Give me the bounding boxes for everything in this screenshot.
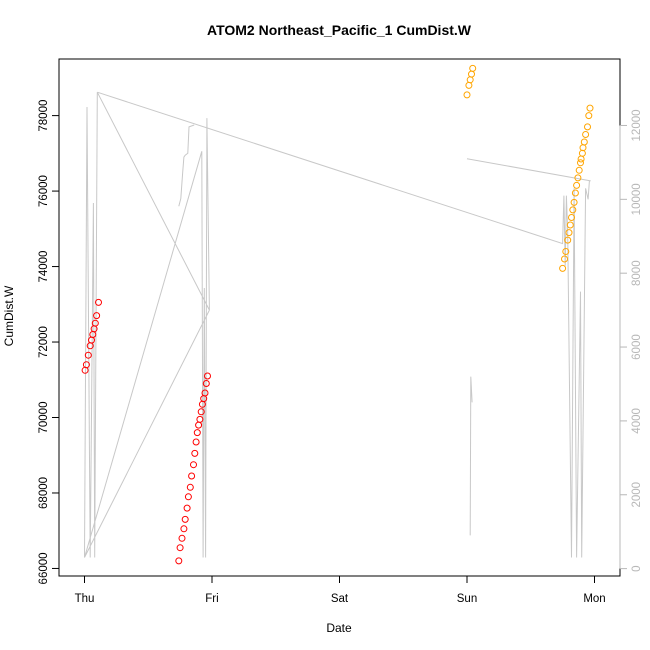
x-axis-label: Date xyxy=(326,621,352,635)
data-point xyxy=(578,149,586,157)
y-tick-label: 74000 xyxy=(38,251,50,283)
data-point xyxy=(175,557,183,565)
data-point xyxy=(469,64,477,72)
plot-frame xyxy=(58,58,621,577)
data-point xyxy=(186,483,194,491)
y2-tick-label: 6000 xyxy=(631,334,643,360)
data-point xyxy=(89,331,97,338)
data-point xyxy=(176,544,184,552)
data-point xyxy=(84,351,92,359)
data-point xyxy=(575,166,583,174)
y2-tick-label: 0 xyxy=(631,565,643,571)
data-point xyxy=(178,534,186,542)
data-point xyxy=(571,189,579,197)
data-point xyxy=(585,112,593,120)
data-point xyxy=(569,206,577,214)
data-point xyxy=(193,429,201,437)
data-point xyxy=(566,221,574,229)
data-point xyxy=(463,91,471,99)
data-point xyxy=(577,159,584,167)
data-point xyxy=(580,138,588,146)
y-tick-label: 76000 xyxy=(38,175,50,207)
y-axis-left: 66000 68000 70000 72000 74000 76000 78000 xyxy=(38,100,60,584)
y-tick-label: 68000 xyxy=(38,477,50,509)
x-tick-label: Fri xyxy=(205,593,218,605)
series-line-5 xyxy=(469,376,473,536)
y-axis-right: 0 2000 4000 6000 8000 10000 12000 xyxy=(619,109,643,572)
data-point xyxy=(204,372,211,380)
y2-tick-label: 4000 xyxy=(631,408,643,434)
data-point xyxy=(579,144,587,152)
y2-tick-label: 10000 xyxy=(631,183,643,215)
point-series-group xyxy=(81,64,594,565)
x-tick-label: Thu xyxy=(75,593,95,605)
x-tick-label: Sat xyxy=(331,593,349,605)
y-tick-label: 70000 xyxy=(38,402,50,434)
data-point xyxy=(180,525,188,533)
data-point xyxy=(197,408,205,416)
y2-tick-label: 12000 xyxy=(631,109,643,141)
data-point xyxy=(196,415,204,423)
data-point xyxy=(201,389,209,397)
data-point xyxy=(202,380,210,387)
data-point xyxy=(568,214,575,221)
data-point xyxy=(183,504,191,512)
y-tick-label: 72000 xyxy=(38,326,50,358)
x-tick-label: Sun xyxy=(457,593,477,605)
data-point xyxy=(91,319,99,327)
data-point xyxy=(577,155,585,163)
data-point xyxy=(559,264,567,272)
line-series-group xyxy=(84,91,591,558)
data-point xyxy=(584,123,591,131)
data-point xyxy=(181,515,189,523)
data-point xyxy=(188,472,196,480)
data-point xyxy=(562,248,570,255)
y2-tick-label: 8000 xyxy=(631,260,643,286)
data-point xyxy=(582,131,590,138)
y-tick-label: 66000 xyxy=(38,552,50,584)
data-point xyxy=(570,198,578,206)
data-point xyxy=(190,461,197,469)
data-point xyxy=(573,181,581,189)
data-point xyxy=(468,70,475,78)
series-line-2 xyxy=(84,91,210,558)
data-point xyxy=(191,449,199,457)
series-line-6 xyxy=(178,124,195,207)
data-point xyxy=(574,174,582,182)
data-point xyxy=(465,81,473,89)
data-point xyxy=(192,438,200,446)
y-tick-label: 78000 xyxy=(38,100,50,132)
data-point xyxy=(93,312,101,320)
data-point xyxy=(561,255,568,263)
y2-tick-label: 2000 xyxy=(631,482,643,508)
data-point xyxy=(195,421,203,429)
data-point xyxy=(82,361,90,369)
data-point xyxy=(184,493,192,501)
series-line-4 xyxy=(466,158,591,182)
x-axis: Thu Fri Sat Sun Mon xyxy=(75,575,606,605)
x-tick-label: Mon xyxy=(583,593,605,605)
y-axis-label: CumDist.W xyxy=(2,285,16,346)
data-point xyxy=(586,104,594,112)
chart-title: ATOM2 Northeast_Pacific_1 CumDist.W xyxy=(207,22,472,38)
data-point xyxy=(564,236,572,244)
data-point xyxy=(95,298,102,306)
data-point xyxy=(466,76,474,84)
data-point xyxy=(565,229,573,237)
series-line-3 xyxy=(97,91,590,558)
